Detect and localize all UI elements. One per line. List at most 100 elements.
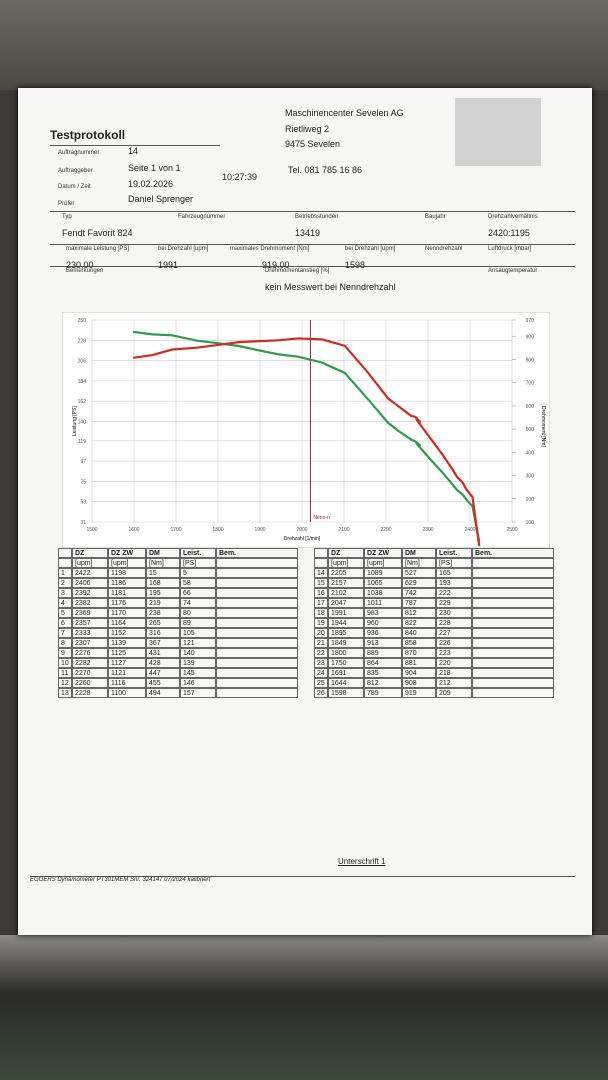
table-header: DZ ZW (364, 548, 402, 558)
y-tick-label: 250 (78, 318, 87, 324)
table-cell: 212 (436, 678, 472, 688)
table-header: DZ (328, 548, 364, 558)
table-cell: 789 (364, 688, 402, 698)
field-value: 1598 (345, 260, 366, 270)
table-cell: 1065 (364, 578, 402, 588)
field-label: bei Drehzahl [upm] (345, 246, 396, 252)
table-cell: 23 (314, 658, 328, 668)
field-label: Datum / Zeit (58, 184, 91, 190)
table-cell: 2406 (72, 578, 108, 588)
field-label: Bemerkungen (66, 268, 104, 274)
rule (30, 876, 575, 877)
field-value: 14 (128, 146, 139, 156)
table-unit (58, 558, 72, 568)
y-tick-label: 140 (78, 419, 87, 425)
table-cell (472, 658, 554, 668)
table-cell: 1644 (328, 678, 364, 688)
table-cell: 7 (58, 628, 72, 638)
y2-tick-label: 800 (526, 357, 535, 363)
table-cell (472, 598, 554, 608)
table-cell: 2205 (328, 568, 364, 578)
y2-tick-label: 400 (526, 450, 535, 456)
table-cell: 58 (180, 578, 216, 588)
table-header: DZ ZW (108, 548, 146, 558)
table-cell: 881 (402, 658, 436, 668)
company-street: Rietliweg 2 (285, 124, 330, 134)
table-cell: 1750 (328, 658, 364, 668)
table-cell: 24 (314, 668, 328, 678)
table-cell: 195 (146, 588, 180, 598)
logo-placeholder (455, 98, 541, 166)
table-cell: 742 (402, 588, 436, 598)
x-tick-label: 2500 (506, 527, 517, 533)
table-cell: 812 (402, 608, 436, 618)
field-label: maximale Leistung [PS] (66, 246, 130, 252)
table-cell (472, 668, 554, 678)
field-label: Typ (62, 214, 72, 220)
x-tick-label: 1600 (128, 527, 139, 533)
table-unit (314, 558, 328, 568)
y-tick-label: 184 (78, 379, 87, 385)
field-value: kein Messwert bei Nenndrehzahl (265, 282, 396, 292)
table-cell: 858 (402, 638, 436, 648)
table-cell: 1691 (328, 668, 364, 678)
table-cell: 223 (436, 648, 472, 658)
x-tick-label: 2300 (422, 527, 433, 533)
table-cell: 2157 (328, 578, 364, 588)
table-header (314, 548, 328, 558)
table-cell: 193 (436, 578, 472, 588)
table-cell: 1121 (108, 668, 146, 678)
table-cell: 889 (364, 648, 402, 658)
y-tick-label: 206 (78, 359, 87, 365)
y2-tick-label: 600 (526, 404, 535, 410)
y-tick-label: 75 (80, 479, 86, 485)
table-cell: 864 (364, 658, 402, 668)
field-value: 2420:1195 (488, 228, 530, 238)
table-cell: 9 (58, 648, 72, 658)
table-cell: 840 (402, 628, 436, 638)
rule (50, 211, 575, 212)
table-cell: 1125 (108, 648, 146, 658)
y-axis-label: Leistung [PS] (72, 406, 78, 436)
table-cell: 66 (180, 588, 216, 598)
y-tick-label: 53 (80, 500, 86, 506)
x-tick-label: 1500 (86, 527, 97, 533)
table-cell: 226 (436, 638, 472, 648)
table-cell: 228 (436, 618, 472, 628)
table-cell: 2102 (328, 588, 364, 598)
table-cell: 219 (146, 598, 180, 608)
table-cell (216, 658, 298, 668)
footer: EGGERS Dynamometer PT301MEM Snr. 324147 … (30, 877, 211, 883)
table-cell: 1164 (108, 618, 146, 628)
table-cell (216, 568, 298, 578)
signature: Unterschrift 1 (338, 857, 386, 866)
field-label: Ansaugtemperatur (488, 268, 538, 274)
table-cell: 822 (402, 618, 436, 628)
field-label: Fahrzeugnummer (178, 214, 226, 220)
field-value: 230.00 (66, 260, 94, 270)
rule (50, 145, 220, 146)
field-label: Drehmomentanstieg [%] (265, 268, 330, 274)
table-cell: 629 (402, 578, 436, 588)
table-cell (216, 628, 298, 638)
field-label: Luftdruck [mbar] (488, 246, 532, 252)
table-cell: 431 (146, 648, 180, 658)
y-tick-label: 97 (80, 459, 86, 465)
table-header (58, 548, 72, 558)
table-cell: 1895 (328, 628, 364, 638)
company-phone: Tel. 081 785 16 86 (288, 165, 363, 175)
table-cell: 1011 (364, 598, 402, 608)
table-header: Leist. (436, 548, 472, 558)
table-cell: 1181 (108, 588, 146, 598)
table-cell: 2382 (72, 598, 108, 608)
table-unit: [upm] (364, 558, 402, 568)
table-cell: 2270 (72, 668, 108, 678)
table-cell (216, 588, 298, 598)
table-cell: 15 (314, 578, 328, 588)
table-cell: 2392 (72, 588, 108, 598)
table-cell (216, 608, 298, 618)
y-tick-label: 31 (80, 520, 86, 526)
table-cell: 1038 (364, 588, 402, 598)
table-cell: 89 (180, 618, 216, 628)
table-cell: 5 (58, 608, 72, 618)
